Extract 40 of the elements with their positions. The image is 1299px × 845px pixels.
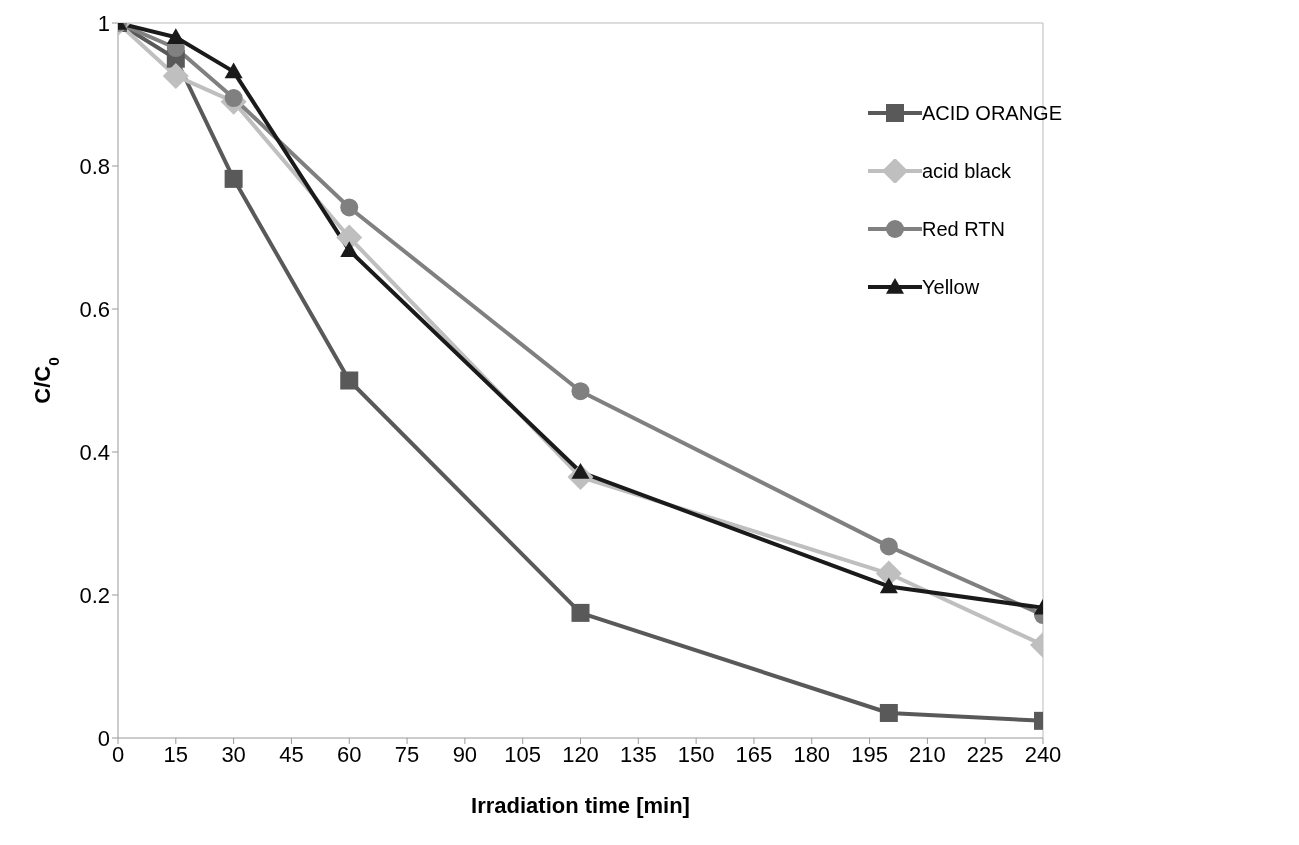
x-tick-label: 195 xyxy=(851,741,888,767)
x-tick-label: 45 xyxy=(279,741,304,767)
legend-label: Yellow xyxy=(922,275,980,299)
point xyxy=(571,603,590,622)
point xyxy=(224,62,243,79)
point xyxy=(340,198,359,217)
x-tick-label: 90 xyxy=(452,741,478,767)
x-tick-label: 180 xyxy=(793,741,831,767)
point xyxy=(571,382,590,401)
x-tick-label: 135 xyxy=(619,741,657,767)
x-tick-label: 240 xyxy=(1024,741,1062,767)
point xyxy=(162,62,189,89)
point xyxy=(340,371,359,390)
x-tick-label: 60 xyxy=(337,741,362,767)
x-tick-label: 150 xyxy=(677,741,715,767)
y-tick-label: 1 xyxy=(97,10,110,36)
x-tick-label: 15 xyxy=(163,741,189,767)
point xyxy=(224,89,243,108)
point xyxy=(340,241,359,258)
point xyxy=(879,537,898,556)
x-tick-label: 210 xyxy=(909,741,946,767)
point xyxy=(166,28,185,45)
y-tick-label: 0.4 xyxy=(79,439,110,465)
point xyxy=(879,577,898,594)
y-tick-label: 0 xyxy=(97,725,110,751)
legend-label: acid black xyxy=(922,159,1011,183)
x-tick-label: 120 xyxy=(562,741,599,767)
point xyxy=(879,703,898,722)
legend-label: Red RTN xyxy=(922,217,1005,241)
legend-label: ACID ORANGE xyxy=(922,101,1063,125)
x-tick-label: 30 xyxy=(221,741,246,767)
x-tick-label: 225 xyxy=(966,741,1004,767)
y-tick-label: 0.8 xyxy=(79,153,110,179)
point xyxy=(224,169,243,188)
x-tick-label: 165 xyxy=(735,741,773,767)
x-tick-label: 105 xyxy=(504,741,542,767)
y-tick-label: 0.2 xyxy=(79,582,110,608)
x-axis-title: Irradiation time [min] xyxy=(471,793,690,818)
y-tick-label: 0.6 xyxy=(79,296,110,322)
x-tick-label: 75 xyxy=(394,741,420,767)
